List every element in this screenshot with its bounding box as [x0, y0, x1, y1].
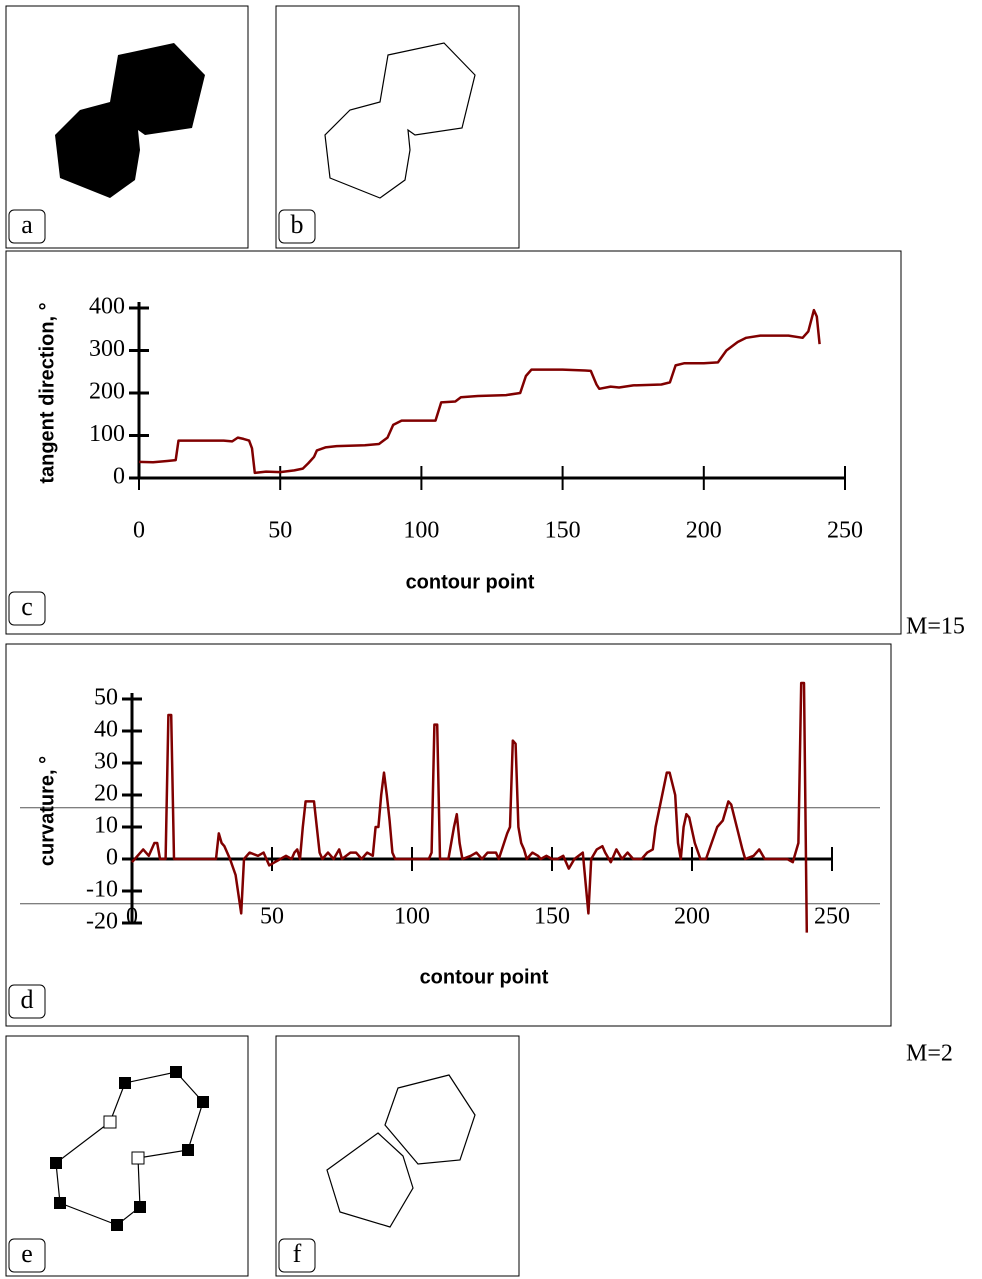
label-box: [8, 1238, 46, 1273]
x-tick-label: 0: [133, 518, 145, 544]
y-tick-label: 400: [89, 294, 125, 320]
panel-label: a: [21, 210, 33, 239]
vertex: [197, 1096, 209, 1108]
hollow-vertex: [131, 1151, 145, 1165]
label-box: [8, 591, 46, 626]
chart-frame: [5, 250, 902, 635]
vertex-markers: [50, 1066, 209, 1231]
panel-label: e: [21, 1239, 33, 1268]
panel-label: f: [293, 1239, 302, 1268]
data-line: [131, 681, 809, 933]
filled-shape: [55, 43, 205, 198]
annotation: M=2: [906, 1041, 953, 1067]
label-box: [278, 209, 316, 244]
x-tick-label: 50: [260, 904, 284, 930]
y-tick-label: 50: [94, 685, 118, 711]
x-axis-title: contour point: [420, 966, 549, 988]
polygon: [55, 1071, 204, 1226]
y-tick-label: 30: [94, 749, 118, 775]
y-tick-label: 0: [113, 464, 125, 490]
panel-label: d: [21, 985, 34, 1014]
x-tick-label: 50: [268, 518, 292, 544]
x-tick-label: 250: [814, 904, 850, 930]
vertex: [54, 1197, 66, 1209]
x-axis-title: contour point: [406, 571, 535, 593]
label-box: [278, 1238, 316, 1273]
x-tick-label: 200: [686, 518, 722, 544]
y-tick-label: 20: [94, 781, 118, 807]
y-tick-label: 10: [94, 813, 118, 839]
chart-frame: [5, 643, 892, 1027]
panel-frame: [275, 5, 520, 249]
y-tick-label: 300: [89, 336, 125, 362]
contour-outline: [324, 42, 476, 199]
x-tick-label: 200: [674, 904, 710, 930]
x-tick-label: 100: [394, 904, 430, 930]
y-tick-label: 200: [89, 379, 125, 405]
hexagon: [326, 1132, 414, 1228]
panel-frame: [5, 5, 249, 249]
vertex: [119, 1077, 131, 1089]
label-box: [8, 984, 46, 1019]
x-tick-label: 150: [545, 518, 581, 544]
y-axis-title: curvature, °: [36, 756, 58, 866]
x-tick-label: 150: [534, 904, 570, 930]
hexagon: [384, 1074, 476, 1165]
hollow-vertex: [103, 1115, 117, 1129]
vertex: [182, 1144, 194, 1156]
panel-frame: [5, 1035, 249, 1277]
x-tick-label: 0: [126, 904, 138, 930]
y-tick-label: 0: [106, 845, 118, 871]
vertex: [50, 1157, 62, 1169]
data-line: [138, 308, 821, 475]
panel-label: c: [21, 592, 33, 621]
x-tick-label: 250: [827, 518, 863, 544]
panel-frame: [275, 1035, 520, 1277]
y-axis-title: tangent direction, °: [36, 302, 58, 483]
vertex: [134, 1201, 146, 1213]
annotation: M=15: [906, 614, 965, 640]
x-tick-label: 100: [403, 518, 439, 544]
vertex: [111, 1219, 123, 1231]
vertex: [170, 1066, 182, 1078]
y-tick-label: -10: [86, 877, 118, 903]
label-box: [8, 209, 46, 244]
y-tick-label: -20: [86, 909, 118, 935]
y-tick-label: 40: [94, 717, 118, 743]
y-tick-label: 100: [89, 421, 125, 447]
panel-label: b: [291, 210, 304, 239]
